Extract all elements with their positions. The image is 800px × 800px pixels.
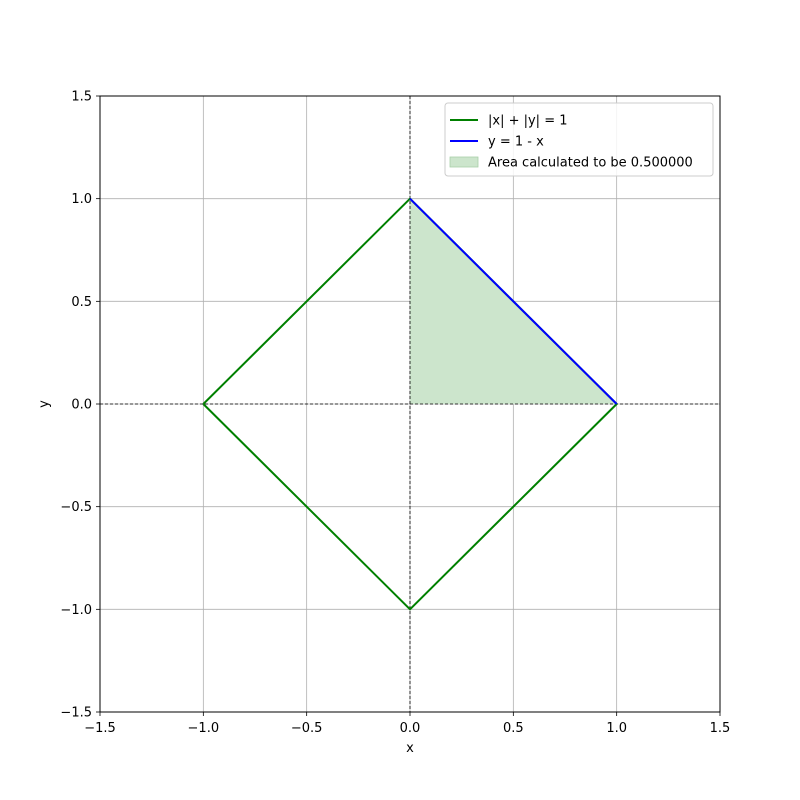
x-axis-label: x bbox=[406, 741, 414, 756]
y-axis-label: y bbox=[37, 400, 52, 408]
ticks: −1.5 −1.0 −0.5 0.0 0.5 1.0 1.5 −1.5 −1.0 −0.5 0.0 0… bbox=[60, 90, 730, 737]
x-tick-label: −1.5 bbox=[84, 721, 116, 736]
x-tick-label: −0.5 bbox=[291, 721, 323, 736]
legend: |x| + |y| = 1 y = 1 - x Area calculated to… bbox=[444, 102, 714, 177]
legend-label: Area calculated to be 0.500000 bbox=[488, 156, 693, 171]
legend-swatch-fill bbox=[449, 156, 479, 168]
series-layer bbox=[202, 197, 618, 611]
legend-label: |x| + |y| = 1 bbox=[488, 114, 568, 129]
x-tick-label: −1.0 bbox=[188, 721, 220, 736]
x-tick-label: 1.5 bbox=[710, 721, 731, 736]
y-tick-label: −1.5 bbox=[60, 706, 92, 721]
line-series-1 bbox=[409, 197, 618, 405]
legend-label: y = 1 - x bbox=[488, 135, 544, 150]
legend-box bbox=[444, 102, 714, 177]
x-tick-label: 0.0 bbox=[400, 721, 421, 736]
y-tick-label: 0.5 bbox=[71, 295, 92, 310]
y-tick-label: 1.5 bbox=[71, 90, 92, 105]
x-tick-label: 0.5 bbox=[503, 721, 524, 736]
y-tick-label: 1.0 bbox=[71, 192, 92, 207]
y-tick-label: −1.0 bbox=[60, 603, 92, 618]
y-tick-label: 0.0 bbox=[71, 398, 92, 413]
y-tick-label: −0.5 bbox=[60, 500, 92, 515]
x-tick-label: 1.0 bbox=[606, 721, 627, 736]
